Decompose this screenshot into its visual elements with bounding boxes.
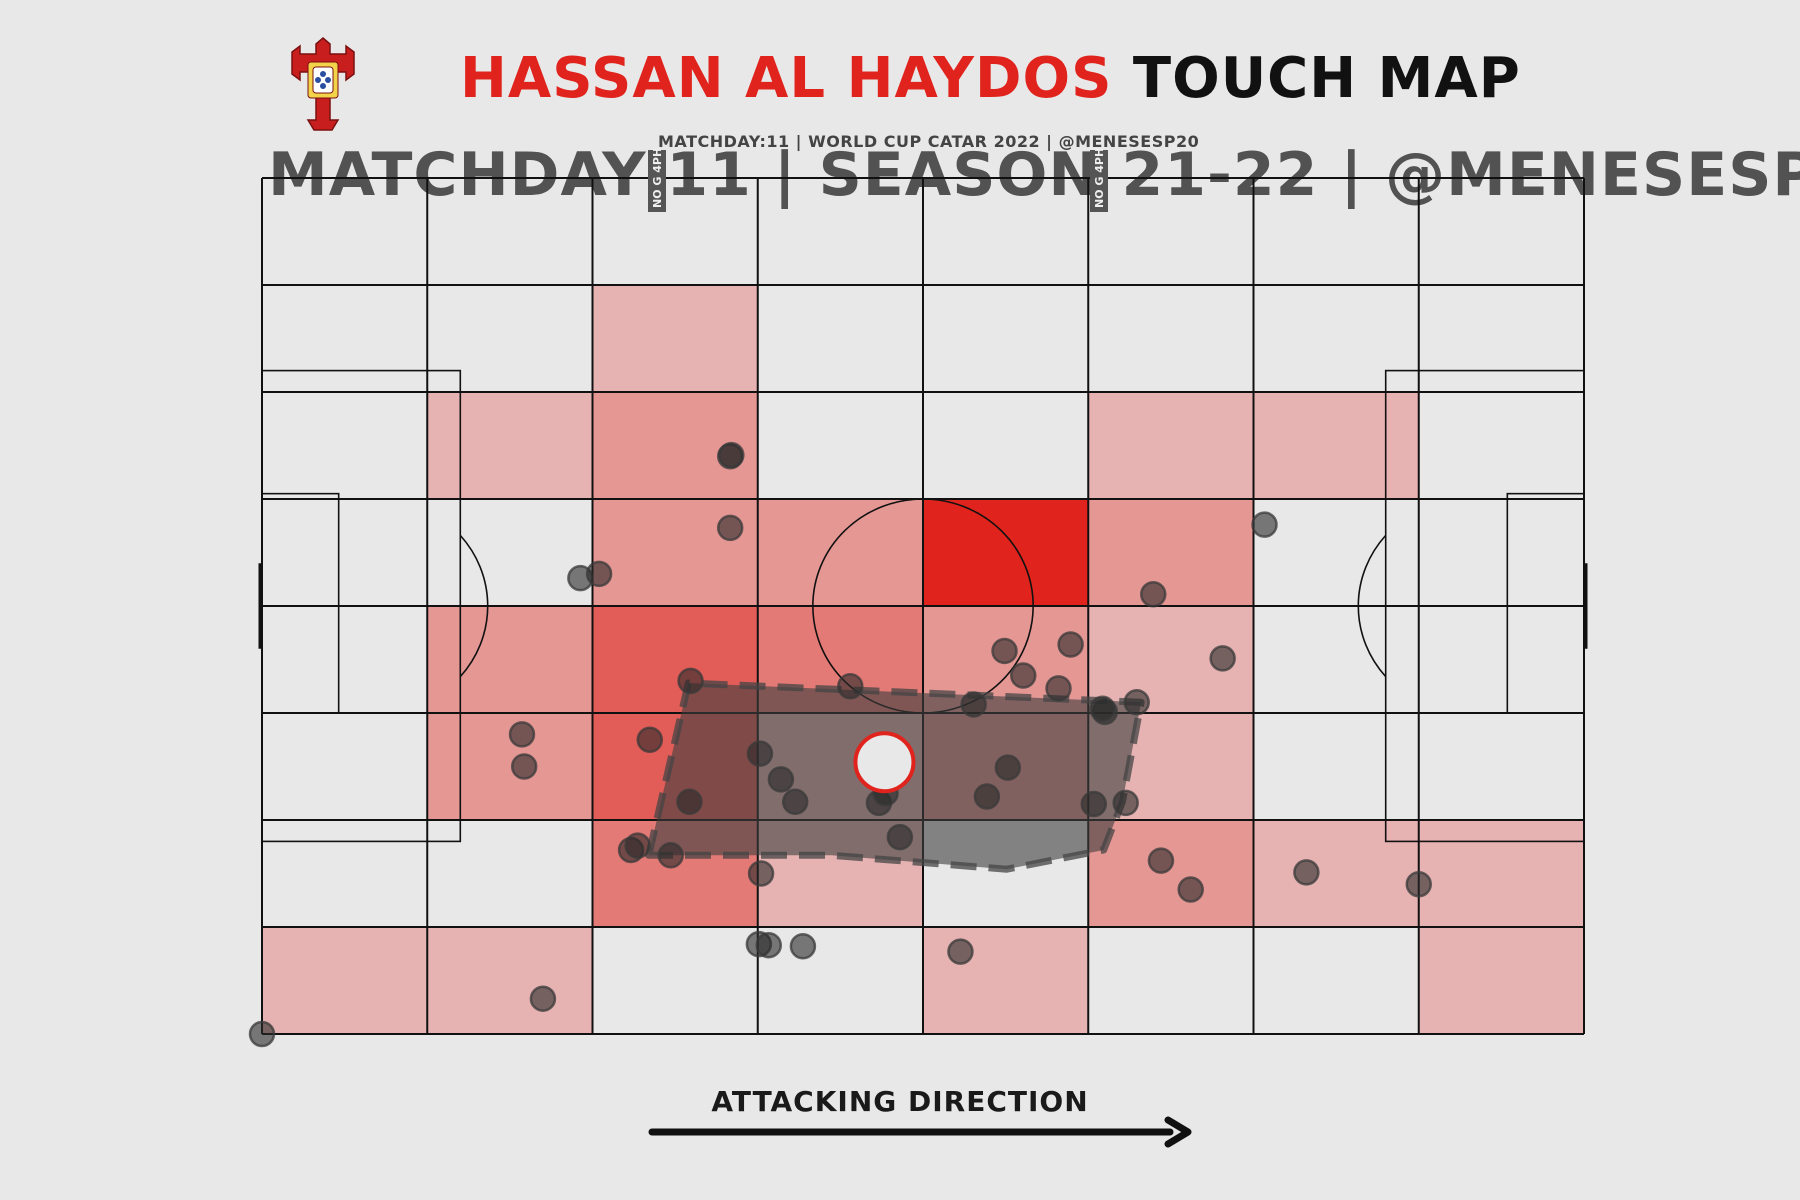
attacking-direction-arrow <box>652 1120 1188 1144</box>
touch-point <box>1294 860 1318 884</box>
touch-point <box>996 756 1020 780</box>
heatmap-cell <box>923 499 1088 606</box>
touch-point <box>1114 791 1138 815</box>
touch-point <box>769 767 793 791</box>
heatmap-cell <box>262 927 427 1034</box>
touch-point <box>962 692 986 716</box>
heatmap-cell <box>1088 820 1253 927</box>
heatmap-cell <box>1254 392 1419 499</box>
touch-point <box>1407 872 1431 896</box>
touch-point <box>838 674 862 698</box>
touch-point <box>659 843 683 867</box>
touch-point <box>749 862 773 886</box>
touch-point <box>975 784 999 808</box>
touch-point <box>719 443 743 467</box>
touch-point <box>1211 646 1235 670</box>
badge-text: NO G 4PH <box>1093 148 1106 208</box>
heatmap-cell <box>923 927 1088 1034</box>
heatmap-cell <box>593 285 758 392</box>
touch-point <box>888 825 912 849</box>
touch-point <box>679 669 703 693</box>
touch-point <box>1149 849 1173 873</box>
average-position-marker <box>855 733 913 791</box>
touch-point <box>531 987 555 1011</box>
touch-point <box>1059 633 1083 657</box>
touch-point <box>783 790 807 814</box>
touch-point <box>250 1022 274 1046</box>
heatmap-cell <box>427 606 592 713</box>
touch-point <box>638 728 662 752</box>
six-yard-box-left <box>262 494 339 713</box>
touch-point <box>587 562 611 586</box>
touch-point <box>1082 792 1106 816</box>
heatmap-cell <box>427 392 592 499</box>
touch-point <box>1011 664 1035 688</box>
touch-point <box>1179 878 1203 902</box>
touch-point <box>791 934 815 958</box>
touch-point <box>1125 690 1149 714</box>
touch-point <box>510 722 534 746</box>
touch-point <box>993 639 1017 663</box>
touch-point <box>1047 676 1071 700</box>
touch-point <box>1091 697 1115 721</box>
heatmap-cell <box>1254 820 1419 927</box>
touch-point <box>757 933 781 957</box>
heatmap-cell <box>1419 820 1584 927</box>
touch-point <box>1253 513 1277 537</box>
heatmap-cell <box>427 927 592 1034</box>
touch-point <box>626 834 650 858</box>
subtitle-badge: NO G 4PH <box>1090 148 1108 212</box>
heatmap-cell <box>758 499 923 606</box>
heatmap-cell <box>1088 499 1253 606</box>
attacking-direction-label: ATTACKING DIRECTION <box>650 1085 1150 1118</box>
six-yard-box-right <box>1507 494 1584 713</box>
touch-point <box>1141 582 1165 606</box>
badge-text: NO G 4PH <box>651 148 664 208</box>
touch-point <box>748 742 772 766</box>
touch-point <box>948 940 972 964</box>
touch-point <box>718 516 742 540</box>
touch-point <box>512 755 536 779</box>
heatmap-cell <box>1419 927 1584 1034</box>
subtitle-badge: NO G 4PH <box>648 148 666 212</box>
heatmap-cell <box>1088 392 1253 499</box>
touch-point <box>677 790 701 814</box>
